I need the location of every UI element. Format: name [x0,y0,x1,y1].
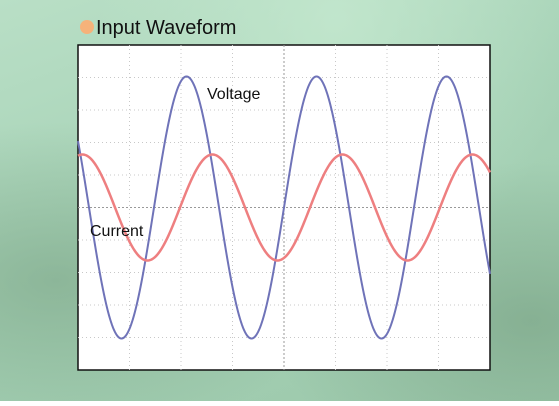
current-label: Current [90,223,144,240]
title: Input Waveform [96,17,236,39]
voltage-wave [77,75,491,340]
voltage-label: Voltage [207,86,260,103]
title-bullet [80,20,94,34]
current-wave [77,153,492,262]
